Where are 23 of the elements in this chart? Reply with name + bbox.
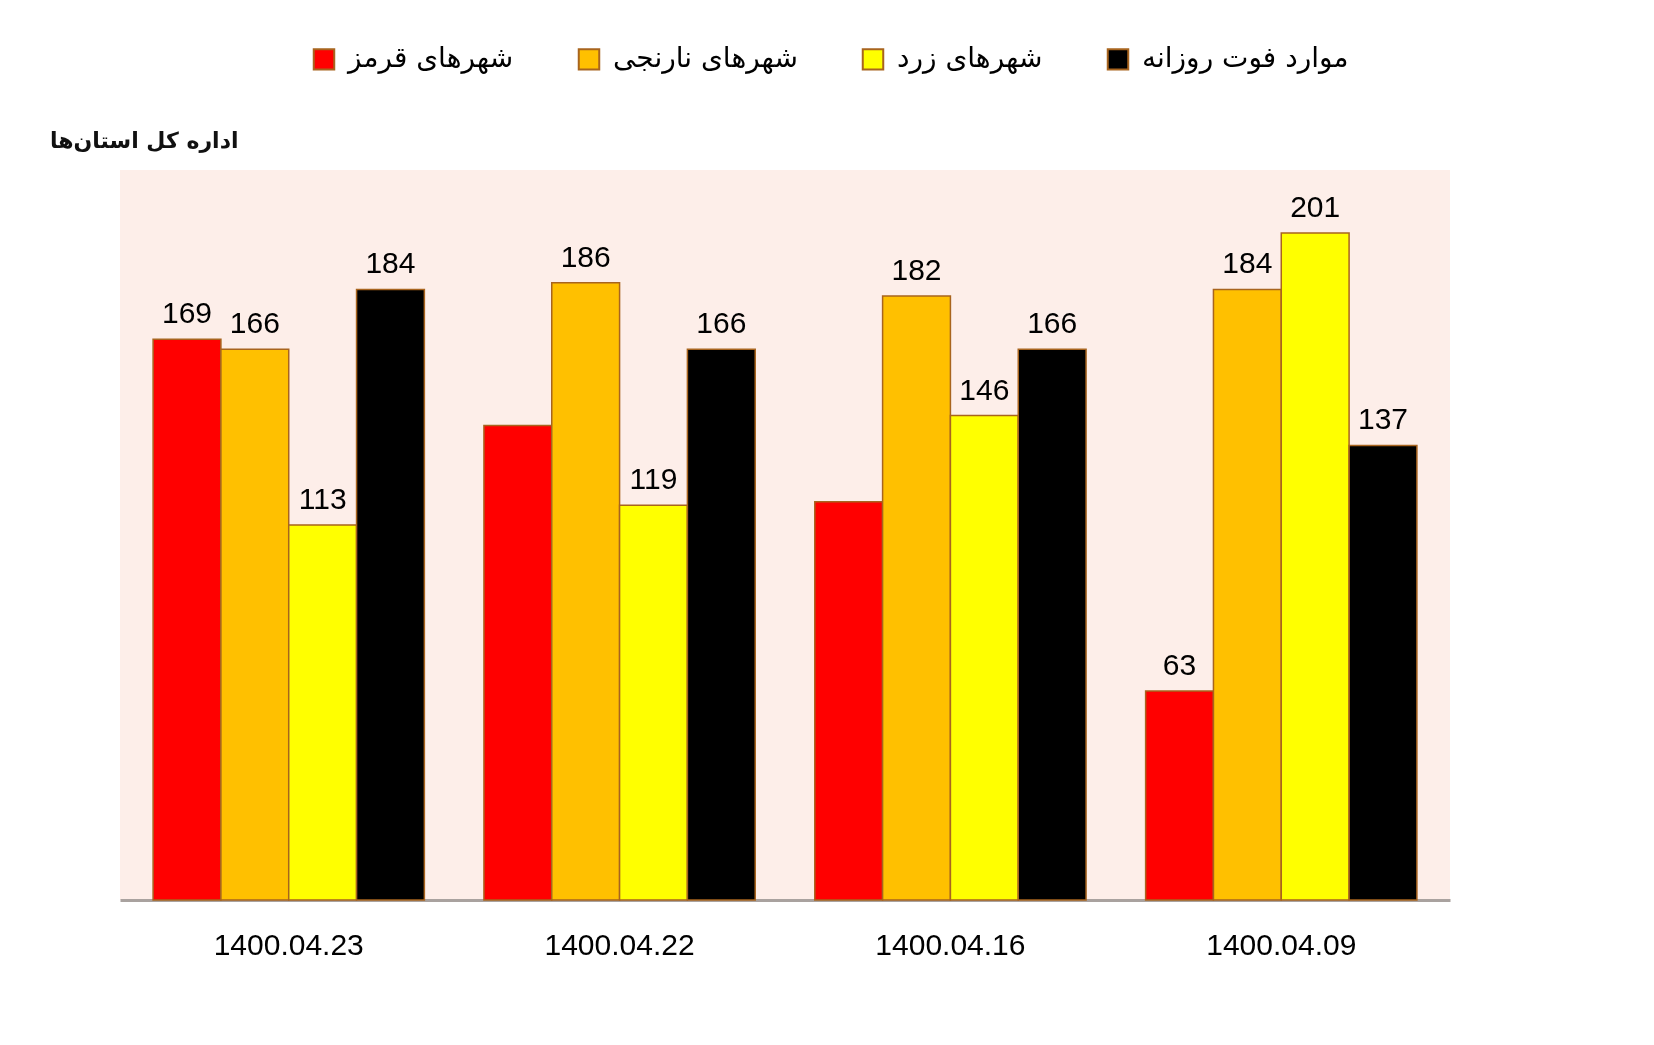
legend-label: شهرهای زرد (897, 41, 1043, 75)
data-label: 186 (560, 239, 611, 273)
data-label: 113 (298, 482, 347, 516)
x-tick-label: 1400.04.22 (544, 927, 695, 961)
legend-label: شهرهای نارنجی (613, 41, 798, 75)
x-tick-label: 1400.04.16 (875, 927, 1026, 961)
data-label: 184 (1222, 246, 1273, 280)
x-tick-label: 1400.04.09 (1206, 927, 1357, 961)
data-label: 146 (959, 372, 1010, 406)
data-label: 119 (629, 462, 678, 496)
data-label: 166 (229, 306, 280, 340)
data-label: 201 (1290, 190, 1341, 224)
data-label: 169 (161, 296, 213, 330)
data-label: 182 (891, 253, 942, 287)
text: اداره کل استان‌ها (50, 128, 239, 153)
legend-label: موارد فوت روزانه (1142, 41, 1349, 75)
data-label: 63 (1162, 647, 1197, 681)
data-label: 166 (696, 306, 747, 340)
data-label: 166 (1027, 306, 1078, 340)
data-label: 137 (1357, 402, 1409, 436)
x-tick-label: 1400.04.23 (213, 927, 364, 961)
legend-label: شهرهای قرمز (346, 41, 514, 75)
data-label: 184 (365, 246, 416, 280)
